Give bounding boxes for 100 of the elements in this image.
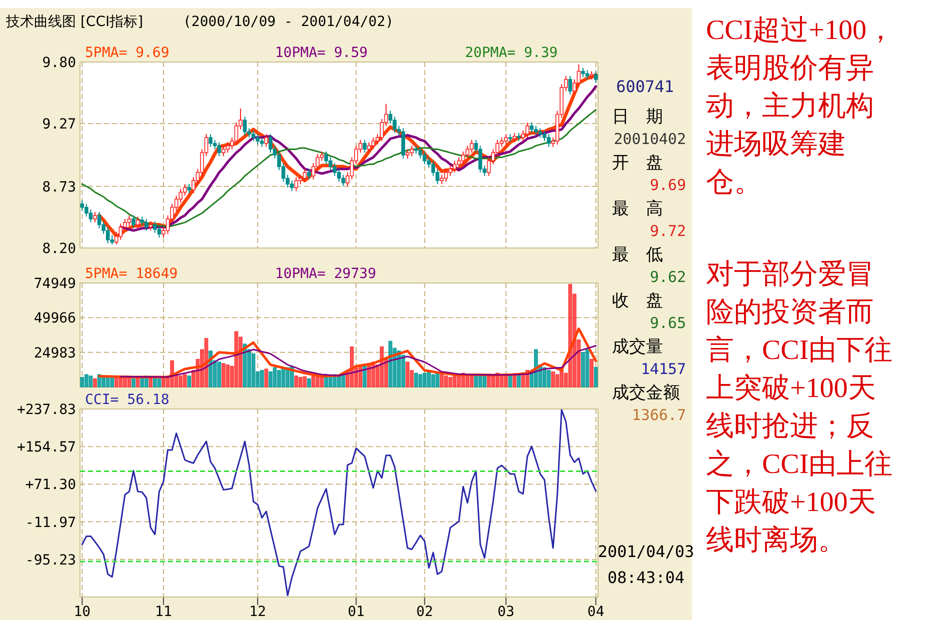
x-tick-label: 11 [155, 604, 172, 620]
candlestick [222, 145, 226, 157]
bar [478, 376, 482, 388]
bar [268, 371, 272, 388]
candlestick [448, 164, 452, 176]
bar [281, 368, 286, 388]
candlestick [324, 151, 328, 165]
text: 600741 [616, 77, 674, 96]
candlestick [264, 134, 268, 148]
candlestick [127, 214, 132, 226]
bar [426, 371, 431, 388]
series-label: CCI= 56.18 [85, 392, 170, 408]
y-tick-label: +154.57 [16, 440, 76, 456]
bar [560, 370, 564, 388]
candlestick [106, 226, 110, 244]
bar [406, 362, 410, 388]
candlestick [440, 174, 444, 185]
bar [448, 376, 452, 388]
bar [512, 376, 516, 388]
bar [272, 367, 277, 388]
x-tick-label: 03 [498, 604, 514, 620]
bar [581, 352, 585, 388]
candlestick [406, 148, 410, 159]
bar [93, 378, 97, 388]
y-tick-label: -11.97 [25, 514, 76, 531]
text: 最 低 [612, 245, 663, 265]
x-tick-label: 10 [74, 604, 91, 620]
bar [546, 370, 551, 388]
candlestick [182, 184, 187, 196]
bar [182, 374, 187, 388]
bar [444, 376, 448, 388]
bar [555, 374, 560, 388]
chart-title: 技术曲线图 [CCI指标] [5, 14, 144, 30]
bar [324, 376, 328, 388]
line-series [120, 344, 597, 378]
y-tick-label: 74949 [34, 276, 76, 292]
candlestick [530, 122, 534, 134]
candlestick [568, 75, 572, 96]
bar [148, 378, 153, 388]
bar [422, 372, 427, 388]
text: 收 盘 [612, 291, 663, 311]
candlestick [256, 134, 260, 146]
bar [311, 376, 316, 388]
candlestick [268, 134, 272, 154]
candlestick [97, 211, 102, 229]
candlestick [88, 209, 93, 223]
candlestick [187, 184, 192, 194]
candlestick [585, 70, 590, 80]
bar [590, 358, 594, 388]
bar [251, 353, 256, 388]
bar [118, 378, 123, 388]
bar [436, 372, 440, 388]
candlestick [157, 225, 162, 238]
bar [542, 367, 546, 388]
text: 9.72 [650, 222, 686, 240]
candlestick [341, 174, 346, 187]
candlestick [418, 146, 422, 159]
candlestick [470, 139, 474, 154]
bar [388, 340, 392, 388]
text: 成交量 [612, 337, 663, 357]
y-tick-label: -95.23 [25, 552, 76, 568]
bar [88, 376, 93, 388]
candlestick [208, 134, 212, 148]
candlestick [581, 67, 585, 78]
text: 10PMA= 9.59 [275, 45, 368, 61]
bar [178, 376, 183, 388]
candlestick [80, 200, 84, 212]
candlestick [153, 220, 157, 234]
candlestick [367, 142, 371, 154]
text: 最 高 [612, 199, 663, 219]
text: CCI超过+100，表明股价有异动，主力机构进场吸筹建仓。 [706, 14, 896, 200]
text: 20PMA= 9.39 [465, 45, 558, 61]
bar [106, 378, 110, 388]
candlestick [234, 122, 238, 146]
text: 成交金额 [612, 383, 680, 403]
candlestick [332, 162, 337, 176]
text: 5PMA= 18649 [85, 266, 178, 282]
bar [302, 376, 307, 388]
text: 14157 [640, 360, 686, 378]
bar [80, 376, 84, 388]
bar [157, 378, 162, 388]
candlestick [148, 220, 153, 232]
bar [217, 362, 222, 388]
text: 20010402 [614, 130, 686, 148]
candlestick [294, 176, 298, 192]
text: 08:43:04 [607, 568, 685, 587]
text: 1366.7 [632, 406, 686, 424]
candlestick [538, 128, 542, 138]
text: 9.65 [650, 314, 686, 332]
candlestick [380, 118, 384, 142]
y-tick-label: +71.30 [25, 477, 76, 494]
y-tick-label: 8.20 [42, 241, 76, 257]
candlestick [401, 128, 406, 159]
bar [585, 349, 590, 388]
candlestick [118, 223, 123, 240]
candlestick [436, 168, 440, 185]
bar [418, 374, 422, 388]
x-tick-label: 12 [249, 604, 266, 620]
text: 5PMA= 9.69 [85, 45, 170, 61]
bar [594, 367, 598, 388]
